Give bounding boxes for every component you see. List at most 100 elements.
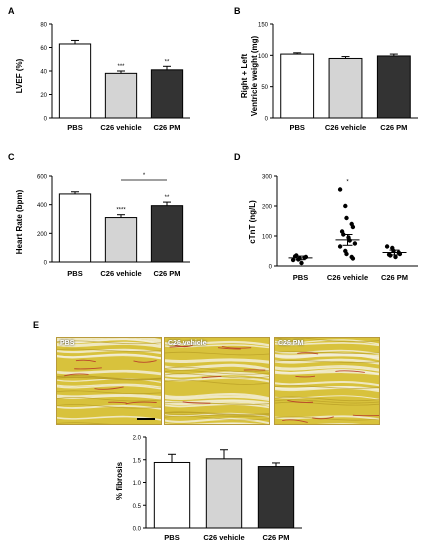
collagen-strand [218,347,241,350]
tissue-fiber [275,401,379,406]
panel-e-pbs-category-label: PBS [164,533,179,542]
panel-letter-d: D [234,152,241,162]
tissue-fiber [165,351,269,356]
panel-e-ytick-label: 1.5 [133,458,142,464]
panel-d-c26-vehicle-point [337,244,343,249]
collagen-strand [75,359,96,363]
tissue-cleft [57,353,161,359]
tissue-fiber [165,401,269,405]
panel-e-c26-vehicle-category-label: C26 vehicle [203,533,244,542]
panel-c-comparison-label: * [143,173,146,179]
collagen-strand [182,401,211,404]
histology-label-c26-pm: C26 PM [278,340,304,347]
collagen-strand [94,386,124,390]
histology-image-pbs: PBS [56,337,162,425]
panel-d-pbs-category-label: PBS [293,273,308,282]
panel-a-c26-vehicle-bar [104,72,138,119]
panel-d-c26-pm-point [384,244,390,249]
tissue-fiber [165,366,269,373]
tissue-fiber [165,370,269,375]
tissue-fiber [165,412,269,416]
tissue-cleft [57,338,161,343]
panel-a-ylabel: LVEF (%) [15,58,24,93]
tissue-fiber [57,340,161,345]
panel-d-pbs-point [294,253,299,258]
panel-d-ytick-label: 200 [262,205,273,211]
panel-b-ytick-label: 100 [258,54,269,60]
tissue-fiber [57,404,161,409]
tissue-cleft [57,378,161,384]
panel-b-c26-pm-bar [376,55,411,119]
tissue-cleft [275,339,379,345]
histology-label-pbs: PBS [60,340,75,347]
tissue-cleft [57,393,161,399]
panel-b-pbs-bar [280,53,315,119]
tissue-cleft [165,417,269,424]
panel-e-ytick-label: 0.5 [133,504,142,510]
panel-d-c26-vehicle-point [344,251,349,257]
collagen-strand [108,401,127,404]
tissue-cleft [165,340,269,347]
tissue-cleft [275,370,379,376]
panel-letter-c: C [8,152,15,162]
tissue-cleft [57,384,161,390]
panel-c-c26-pm-bar [150,205,184,263]
panel-c-c26-pm-category-label: C26 PM [153,269,180,278]
panel-d-c26-vehicle-point [350,256,356,261]
tissue-fiber [57,390,161,395]
panel-c-ytick-label: 400 [37,203,48,209]
tissue-cleft [165,395,269,402]
panel-b-c26-vehicle-category-label: C26 vehicle [325,123,366,132]
tissue-fiber [275,351,379,354]
panel-c-c26-vehicle-bar [104,217,138,263]
panel-a-c26-vehicle-category-label: C26 vehicle [100,123,141,132]
tissue-fiber [275,385,379,389]
histology-image-c26-pm: C26 PM [274,337,380,425]
panel-a-pbs-bar [58,43,92,119]
panel-d-c26-vehicle-significance: * [346,180,349,186]
panel-letter-e: E [33,320,39,330]
panel-a-ytick-label: 40 [40,70,47,76]
tissue-cleft [57,341,161,349]
panel-e-c26-pm-category-label: C26 PM [262,533,289,542]
panel-a-ytick-label: 80 [40,23,47,29]
tissue-cleft [165,400,269,407]
panel-a-c26-pm-category-label: C26 PM [153,123,180,132]
panel-e-pbs-bar [153,461,191,529]
tissue-fiber [275,360,379,363]
chart-c: 0 200 400 600 PBS **** C26 vehicle ** C26 PM * [37,173,190,278]
panel-letter-b: B [234,6,241,16]
panel-a-c26-pm-bar [150,69,184,119]
tissue-fiber [165,373,269,379]
collagen-strand [174,344,193,348]
panel-d-c26-vehicle-point [343,203,348,209]
collagen-strand [221,345,252,349]
panel-d-c26-pm-category-label: C26 PM [381,273,408,282]
panel-b-ytick-label: 150 [258,23,269,29]
tissue-fiber [165,414,269,417]
panel-letter-a: A [8,6,15,16]
collagen-strand [74,367,102,370]
panel-d-pbs-point [303,254,309,260]
panel-b-pbs-category-label: PBS [289,123,304,132]
tissue-cleft [57,383,161,388]
tissue-fiber [57,375,161,380]
tissue-fiber [165,411,269,415]
chart-d: 0 100 200 300 PBS * C26 vehicle C26 PM [262,175,418,282]
panel-d-c26-vehicle-point [337,187,343,192]
panel-a-ytick-label: 60 [40,46,47,52]
panel-c-c26-pm-significance: ** [165,195,170,201]
panel-d-ytick-label: 0 [269,265,273,271]
panel-d-c26-vehicle-category-label: C26 vehicle [327,273,368,282]
tissue-cleft [275,365,379,371]
collagen-strand [282,419,308,423]
histology-label-c26-vehicle: C26 vehicle [168,340,207,347]
tissue-fiber [275,396,379,402]
tissue-fiber [165,415,269,421]
collagen-strand [201,376,222,379]
tissue-cleft [165,403,269,409]
panel-a-pbs-category-label: PBS [67,123,82,132]
tissue-fiber [57,422,161,424]
tissue-cleft [275,349,379,355]
tissue-cleft [165,344,269,349]
